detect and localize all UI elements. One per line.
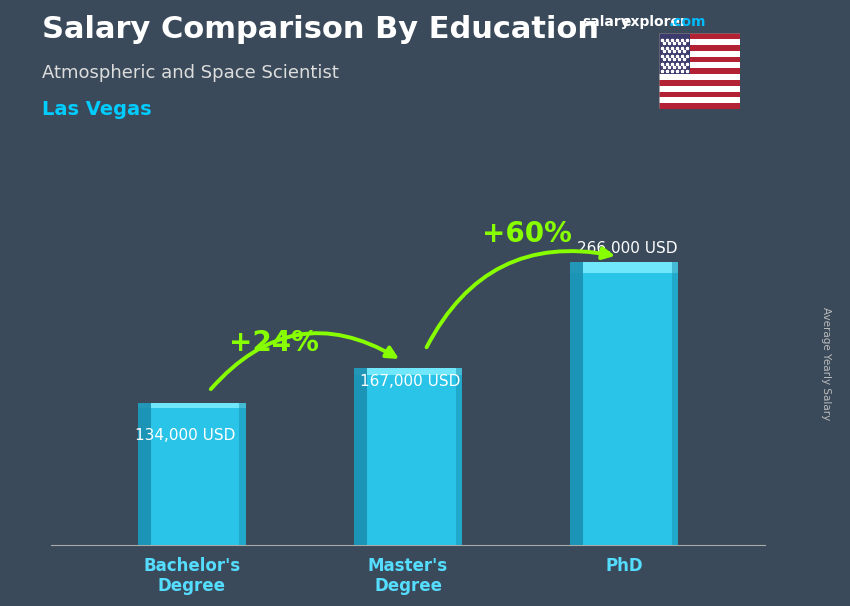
Bar <box>659 33 740 39</box>
Bar <box>239 402 246 545</box>
Bar <box>456 367 462 545</box>
Bar <box>138 402 246 545</box>
Bar <box>659 103 740 109</box>
Text: +24%: +24% <box>229 328 319 357</box>
Bar <box>354 367 462 545</box>
Bar <box>659 74 740 80</box>
Bar <box>659 39 740 45</box>
Bar <box>354 367 367 545</box>
Text: .com: .com <box>669 15 706 29</box>
FancyArrowPatch shape <box>427 248 611 347</box>
FancyArrowPatch shape <box>211 333 395 389</box>
Text: +60%: +60% <box>482 220 572 248</box>
Bar <box>672 262 678 545</box>
Bar <box>659 62 740 68</box>
Text: salary: salary <box>582 15 630 29</box>
Bar <box>659 51 740 56</box>
Text: explorer: explorer <box>621 15 687 29</box>
Bar <box>659 68 740 74</box>
Text: 167,000 USD: 167,000 USD <box>360 374 461 389</box>
Text: 134,000 USD: 134,000 USD <box>135 428 235 442</box>
Bar <box>659 80 740 86</box>
Bar <box>138 402 150 545</box>
Text: Average Yearly Salary: Average Yearly Salary <box>821 307 831 420</box>
Bar <box>570 262 583 545</box>
Bar <box>659 56 740 62</box>
Bar <box>570 262 678 273</box>
Bar <box>659 33 689 74</box>
Bar <box>659 92 740 98</box>
Bar <box>659 86 740 92</box>
Bar <box>659 45 740 51</box>
Text: Atmospheric and Space Scientist: Atmospheric and Space Scientist <box>42 64 339 82</box>
Bar <box>659 98 740 103</box>
Bar <box>138 402 246 408</box>
Text: Salary Comparison By Education: Salary Comparison By Education <box>42 15 599 44</box>
Text: 266,000 USD: 266,000 USD <box>577 241 677 256</box>
Text: Las Vegas: Las Vegas <box>42 100 152 119</box>
Bar <box>570 262 678 545</box>
Bar <box>354 367 462 375</box>
